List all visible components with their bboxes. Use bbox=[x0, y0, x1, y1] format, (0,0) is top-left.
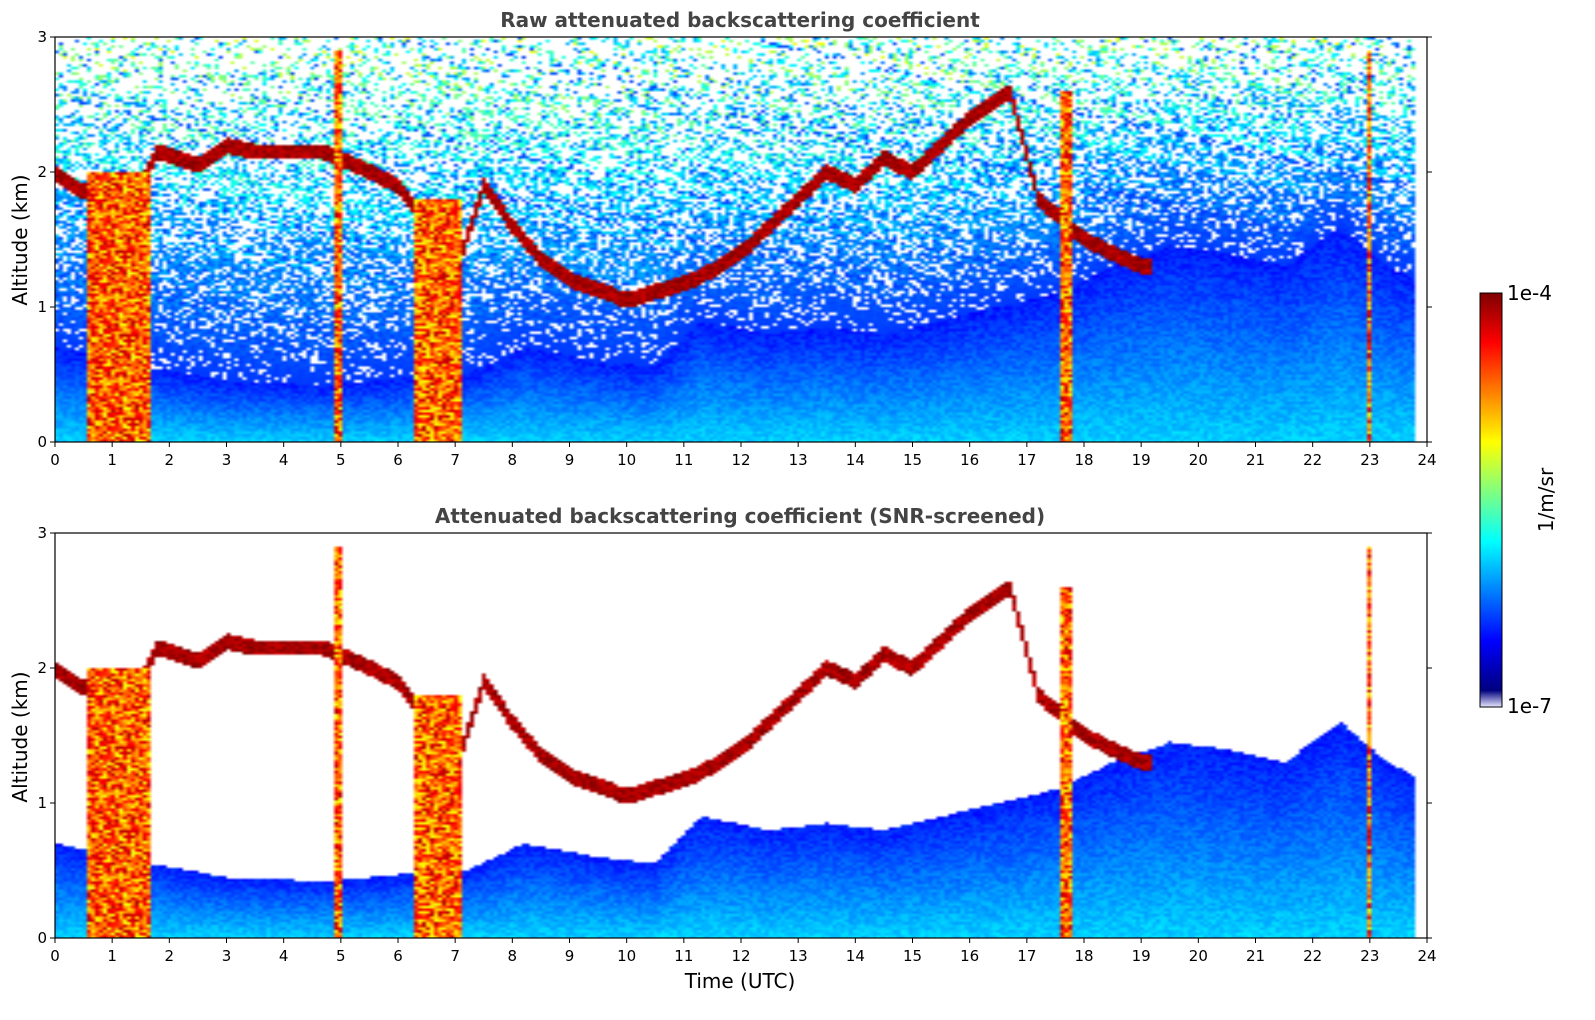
panel-screened-title: Attenuated backscattering coefficient (S… bbox=[435, 504, 1045, 528]
x-tick-label: 3 bbox=[222, 451, 232, 469]
x-tick-label: 12 bbox=[731, 451, 750, 469]
heatmap-image bbox=[55, 533, 1427, 938]
colorbar-top-tick: 1e-4 bbox=[1507, 281, 1552, 305]
x-tick-label: 13 bbox=[789, 451, 808, 469]
x-tick-label: 8 bbox=[508, 947, 518, 965]
x-tick-label: 18 bbox=[1074, 947, 1093, 965]
panel-screened-y-label: Altitude (km) bbox=[8, 671, 32, 802]
x-tick-label: 24 bbox=[1417, 451, 1436, 469]
x-tick-label: 6 bbox=[393, 947, 403, 965]
x-tick-label: 10 bbox=[617, 947, 636, 965]
x-tick-label: 9 bbox=[565, 451, 575, 469]
x-tick-label: 20 bbox=[1189, 947, 1208, 965]
y-tick-label: 0 bbox=[37, 433, 47, 451]
x-tick-label: 2 bbox=[165, 947, 175, 965]
panel-screened-x-label: Time (UTC) bbox=[684, 969, 796, 993]
x-tick-label: 10 bbox=[617, 451, 636, 469]
x-tick-label: 6 bbox=[393, 451, 403, 469]
y-tick-label: 2 bbox=[37, 659, 47, 677]
panel-raw: Raw attenuated backscattering coefficien… bbox=[8, 8, 1437, 469]
x-tick-label: 2 bbox=[165, 451, 175, 469]
x-tick-label: 16 bbox=[960, 451, 979, 469]
colorbar-bar bbox=[1479, 292, 1503, 708]
x-tick-label: 14 bbox=[846, 947, 865, 965]
colorbar-label: 1/m/sr bbox=[1534, 467, 1558, 532]
panel-screened-y-axis: 0 1 2 3 bbox=[37, 524, 1432, 947]
x-tick-label: 14 bbox=[846, 451, 865, 469]
panel-raw-y-axis: 0 1 2 3 bbox=[37, 28, 1432, 451]
x-tick-label: 7 bbox=[450, 947, 460, 965]
x-tick-label: 11 bbox=[674, 451, 693, 469]
panel-screened: Attenuated backscattering coefficient (S… bbox=[8, 504, 1437, 993]
x-tick-label: 0 bbox=[50, 451, 60, 469]
x-tick-label: 1 bbox=[107, 947, 117, 965]
panel-raw-plot-area bbox=[55, 37, 1427, 442]
x-tick-label: 20 bbox=[1189, 451, 1208, 469]
x-tick-label: 9 bbox=[565, 947, 575, 965]
x-tick-label: 19 bbox=[1132, 947, 1151, 965]
x-tick-label: 19 bbox=[1132, 451, 1151, 469]
panel-raw-y-label: Altitude (km) bbox=[8, 174, 32, 305]
y-tick-label: 0 bbox=[37, 929, 47, 947]
colorbar: 1e-4 1e-7 1/m/sr bbox=[1479, 281, 1558, 718]
colorbar-bottom-tick: 1e-7 bbox=[1507, 694, 1552, 718]
x-tick-label: 15 bbox=[903, 451, 922, 469]
x-tick-label: 3 bbox=[222, 947, 232, 965]
x-tick-label: 23 bbox=[1360, 451, 1379, 469]
y-tick-label: 3 bbox=[37, 524, 47, 542]
y-tick-label: 2 bbox=[37, 163, 47, 181]
x-tick-label: 18 bbox=[1074, 451, 1093, 469]
y-tick-label: 3 bbox=[37, 28, 47, 46]
x-tick-label: 22 bbox=[1303, 451, 1322, 469]
x-tick-label: 0 bbox=[50, 947, 60, 965]
x-tick-label: 17 bbox=[1017, 947, 1036, 965]
y-tick-label: 1 bbox=[37, 298, 47, 316]
panel-screened-x-axis: 0 1 2 3 4 5 6 7 8 9 10 11 12 13 14 15 16 17 18 19 20 21 22 23 24 bbox=[50, 938, 1437, 965]
heatmap-image bbox=[55, 37, 1427, 442]
x-tick-label: 17 bbox=[1017, 451, 1036, 469]
y-tick-label: 1 bbox=[37, 794, 47, 812]
x-tick-label: 23 bbox=[1360, 947, 1379, 965]
x-tick-label: 5 bbox=[336, 451, 346, 469]
x-tick-label: 21 bbox=[1246, 451, 1265, 469]
x-tick-label: 5 bbox=[336, 947, 346, 965]
x-tick-label: 22 bbox=[1303, 947, 1322, 965]
x-tick-label: 7 bbox=[450, 451, 460, 469]
x-tick-label: 21 bbox=[1246, 947, 1265, 965]
x-tick-label: 8 bbox=[508, 451, 518, 469]
x-tick-label: 12 bbox=[731, 947, 750, 965]
x-tick-label: 4 bbox=[279, 947, 289, 965]
x-tick-label: 1 bbox=[107, 451, 117, 469]
panel-screened-plot-area bbox=[55, 533, 1427, 938]
x-tick-label: 13 bbox=[789, 947, 808, 965]
x-tick-label: 15 bbox=[903, 947, 922, 965]
panel-raw-title: Raw attenuated backscattering coefficien… bbox=[500, 8, 980, 32]
panel-raw-x-axis: 0 1 2 3 4 5 6 7 8 9 10 11 12 13 14 15 16 17 18 19 20 21 22 23 24 bbox=[50, 442, 1437, 469]
x-tick-label: 16 bbox=[960, 947, 979, 965]
x-tick-label: 11 bbox=[674, 947, 693, 965]
x-tick-label: 24 bbox=[1417, 947, 1436, 965]
x-tick-label: 4 bbox=[279, 451, 289, 469]
